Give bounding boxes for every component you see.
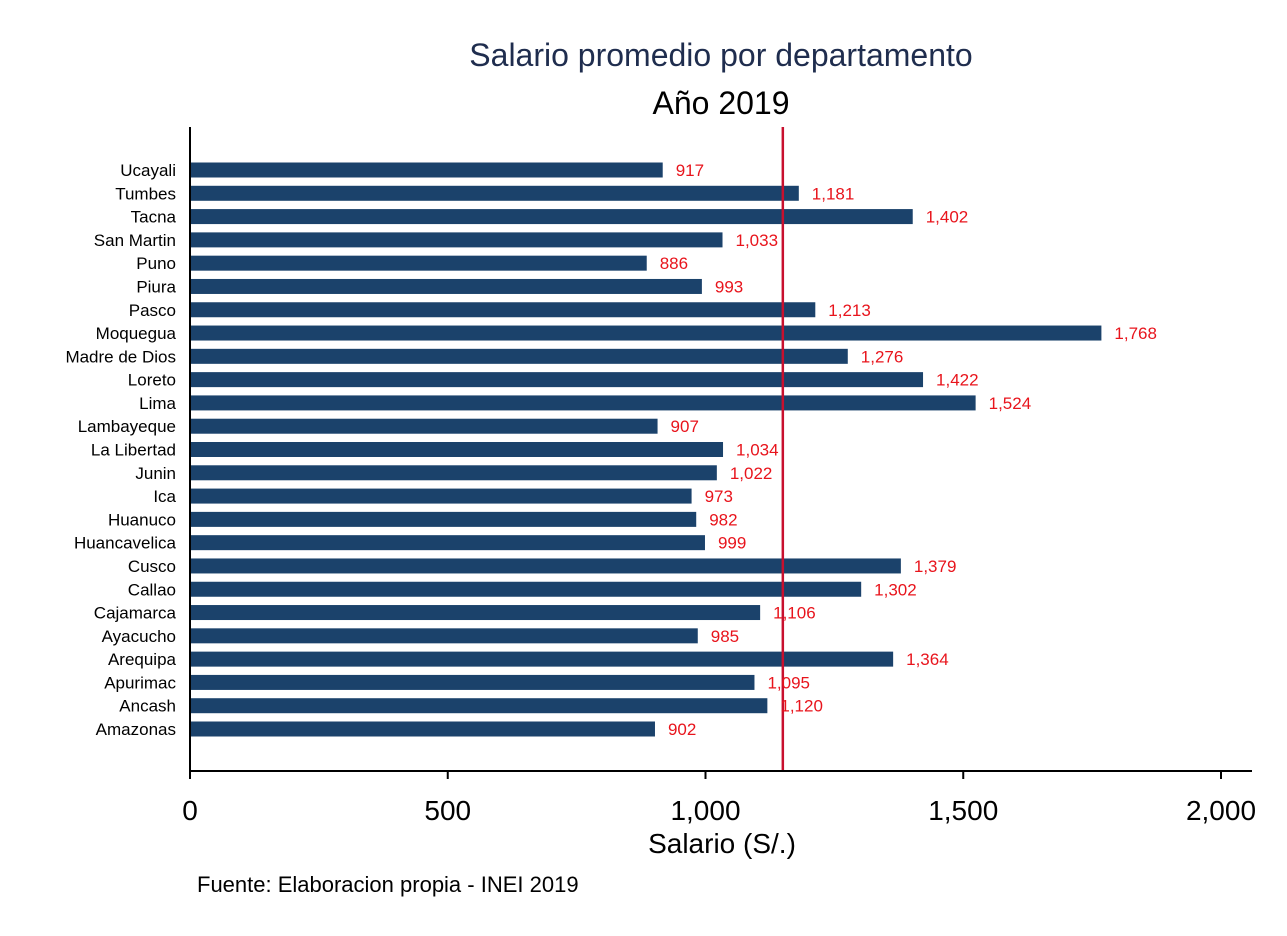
x-tick-label: 0 bbox=[182, 795, 198, 826]
data-label: 1,034 bbox=[736, 441, 779, 460]
data-label: 1,106 bbox=[773, 604, 816, 623]
bar-apurimac bbox=[190, 674, 755, 690]
category-label: Tacna bbox=[131, 208, 177, 227]
x-tick-label: 1,000 bbox=[670, 795, 740, 826]
data-label: 1,302 bbox=[874, 580, 917, 599]
x-tick-label: 500 bbox=[424, 795, 471, 826]
data-label: 1,181 bbox=[812, 184, 855, 203]
bar-lambayeque bbox=[190, 418, 658, 434]
bar-amazonas bbox=[190, 721, 655, 737]
category-label: Amazonas bbox=[96, 720, 176, 739]
source-note: Fuente: Elaboracion propia - INEI 2019 bbox=[197, 872, 579, 897]
bar-lima bbox=[190, 395, 976, 411]
data-label: 1,022 bbox=[730, 464, 773, 483]
bar-loreto bbox=[190, 372, 924, 388]
category-label: Piura bbox=[136, 277, 176, 296]
data-label: 886 bbox=[660, 254, 688, 273]
category-label: Tumbes bbox=[115, 184, 176, 203]
bar-san-martin bbox=[190, 232, 723, 248]
data-label: 902 bbox=[668, 720, 696, 739]
data-label: 917 bbox=[676, 161, 704, 180]
bar-pasco bbox=[190, 302, 816, 318]
x-axis-label: Salario (S/.) bbox=[648, 828, 796, 859]
category-label: Puno bbox=[136, 254, 176, 273]
data-label: 1,422 bbox=[936, 371, 979, 390]
data-label: 1,379 bbox=[914, 557, 957, 576]
data-label: 1,402 bbox=[926, 208, 969, 227]
category-label: Cajamarca bbox=[94, 604, 177, 623]
data-label: 1,524 bbox=[989, 394, 1032, 413]
data-label: 1,364 bbox=[906, 650, 949, 669]
category-label: Loreto bbox=[128, 371, 176, 390]
bar-cusco bbox=[190, 558, 901, 574]
bar-huancavelica bbox=[190, 535, 705, 551]
data-label: 1,033 bbox=[736, 231, 779, 250]
category-label: Junin bbox=[135, 464, 176, 483]
bar-callao bbox=[190, 581, 862, 597]
category-label: Ayacucho bbox=[102, 627, 176, 646]
data-label: 1,276 bbox=[861, 347, 904, 366]
category-label: Arequipa bbox=[108, 650, 177, 669]
category-label: Pasco bbox=[129, 301, 176, 320]
category-label: Lima bbox=[139, 394, 176, 413]
bar-junin bbox=[190, 465, 717, 481]
bar-puno bbox=[190, 255, 647, 271]
category-label: Huancavelica bbox=[74, 534, 177, 553]
category-label: Ancash bbox=[119, 697, 176, 716]
labels-group: Ucayali 917 Tumbes 1,181 Tacna 1,402 San Marti… bbox=[65, 161, 1157, 739]
category-label: Lambayeque bbox=[78, 417, 176, 436]
bar-ica bbox=[190, 488, 692, 504]
bar-cajamarca bbox=[190, 605, 761, 621]
category-label: Callao bbox=[128, 580, 176, 599]
category-label: Apurimac bbox=[104, 673, 176, 692]
bar-la-libertad bbox=[190, 442, 724, 457]
category-label: Huanuco bbox=[108, 510, 176, 529]
bar-arequipa bbox=[190, 651, 894, 667]
bar-ayacucho bbox=[190, 628, 698, 644]
data-label: 1,213 bbox=[828, 301, 871, 320]
axes-group: 0 500 1,000 1,500 2,000 bbox=[182, 127, 1256, 826]
category-label: La Libertad bbox=[91, 441, 176, 460]
bar-ancash bbox=[190, 698, 768, 714]
category-label: Ica bbox=[153, 487, 176, 506]
data-label: 973 bbox=[705, 487, 733, 506]
category-label: San Martin bbox=[94, 231, 176, 250]
category-label: Cusco bbox=[128, 557, 176, 576]
bar-tacna bbox=[190, 209, 913, 225]
bar-ucayali bbox=[190, 162, 663, 178]
bar-madre-de-dios bbox=[190, 348, 848, 364]
data-label: 1,095 bbox=[767, 673, 810, 692]
chart-subtitle: Año 2019 bbox=[652, 85, 789, 121]
category-label: Moquegua bbox=[96, 324, 177, 343]
bar-piura bbox=[190, 278, 702, 294]
data-label: 1,120 bbox=[780, 697, 823, 716]
chart-title: Salario promedio por departamento bbox=[469, 37, 972, 73]
category-label: Ucayali bbox=[120, 161, 176, 180]
x-tick-label: 2,000 bbox=[1186, 795, 1256, 826]
data-label: 1,768 bbox=[1114, 324, 1157, 343]
data-label: 982 bbox=[709, 510, 737, 529]
data-label: 993 bbox=[715, 277, 743, 296]
bars-group bbox=[190, 162, 1102, 737]
data-label: 985 bbox=[711, 627, 739, 646]
bar-huanuco bbox=[190, 511, 697, 527]
x-tick-label: 1,500 bbox=[928, 795, 998, 826]
bar-moquegua bbox=[190, 325, 1102, 341]
bar-tumbes bbox=[190, 185, 799, 201]
category-label: Madre de Dios bbox=[65, 347, 176, 366]
data-label: 999 bbox=[718, 534, 746, 553]
data-label: 907 bbox=[671, 417, 699, 436]
